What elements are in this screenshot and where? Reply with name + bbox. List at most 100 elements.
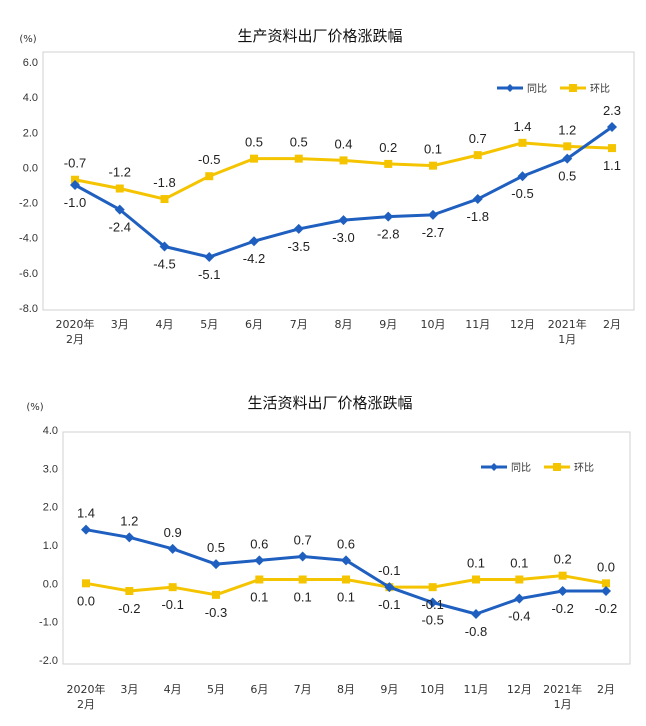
mom-data-label: 0.1	[337, 590, 355, 605]
mom-point	[384, 159, 393, 168]
x-tick-label: 10月	[420, 683, 445, 696]
mom-data-label: -0.2	[118, 601, 140, 616]
y-tick-label: 4.0	[23, 92, 38, 104]
x-tick-label: 1月	[558, 333, 576, 346]
yoy-data-label: -2.8	[377, 227, 399, 242]
y-tick-label: -4.0	[19, 233, 38, 245]
mom-data-label: -1.2	[109, 165, 131, 180]
mom-data-label: 0.2	[379, 140, 397, 155]
yoy-point	[81, 524, 91, 535]
mom-data-label: 0.1	[510, 556, 528, 571]
mom-data-label: 0.4	[334, 136, 352, 151]
mom-data-label: 0.1	[467, 556, 485, 571]
x-tick-label: 2021年	[543, 682, 582, 696]
yoy-point	[514, 593, 525, 604]
yoy-data-label: 1.2	[120, 513, 138, 528]
yoy-data-label: 0.6	[250, 536, 268, 551]
yoy-point	[293, 223, 304, 234]
mom-data-label: -1.8	[153, 175, 175, 190]
x-tick-label: 8月	[335, 318, 353, 331]
yoy-point	[471, 609, 481, 619]
x-tick-label: 3月	[120, 683, 138, 696]
y-tick-label: -2.0	[19, 198, 38, 210]
chart-title: 生产资料出厂价格涨跌幅	[237, 27, 402, 45]
mom-data-label: 0.2	[554, 552, 572, 567]
yoy-data-label: -2.7	[422, 225, 444, 240]
x-tick-label: 2月	[603, 318, 621, 331]
yoy-point	[211, 559, 221, 570]
mom-data-label: -0.1	[161, 597, 183, 612]
mom-point	[473, 151, 482, 160]
mom-point	[342, 575, 350, 584]
legend-marker-square	[553, 463, 561, 471]
mom-point	[125, 587, 134, 595]
chart-title: 生活资料出厂价格涨跌幅	[247, 394, 412, 412]
yoy-data-label: -5.1	[198, 267, 220, 282]
x-tick-label: 9月	[380, 683, 398, 696]
yoy-point	[297, 551, 308, 562]
y-tick-label: 2.0	[23, 127, 38, 139]
yoy-point	[517, 171, 528, 182]
mom-point	[429, 161, 437, 170]
mom-point	[518, 138, 527, 147]
yoy-data-label: -1.8	[467, 209, 489, 224]
plot-frame	[62, 431, 631, 665]
x-tick-label: 4月	[156, 318, 174, 331]
legend: 同比 环比	[497, 83, 610, 95]
mom-point	[71, 175, 79, 184]
yoy-point	[114, 204, 125, 215]
y-unit-label: (%)	[26, 402, 43, 413]
x-tick-label: 10月	[421, 318, 446, 331]
mom-point	[255, 575, 264, 584]
mom-point	[168, 583, 177, 592]
yoy-point	[341, 555, 351, 566]
x-tick-label: 2020年	[67, 682, 106, 696]
mom-data-label: 0.1	[424, 142, 442, 157]
legend-marker-diamond	[506, 84, 514, 92]
yoy-data-label: 0.9	[164, 525, 182, 540]
mom-point	[115, 184, 124, 193]
x-tick-label: 12月	[510, 318, 535, 331]
x-tick-label: 5月	[200, 318, 218, 331]
mom-data-label: -0.3	[205, 605, 227, 620]
yoy-data-label: -0.1	[378, 563, 400, 578]
mom-point	[160, 195, 169, 204]
legend-marker-diamond	[490, 463, 498, 471]
mom-point	[558, 571, 567, 580]
yoy-data-label: 1.4	[77, 506, 95, 521]
legend-label: 环比	[574, 462, 594, 474]
y-tick-label: -2.0	[39, 655, 58, 667]
yoy-point	[249, 236, 259, 247]
x-tick-label: 2月	[597, 683, 615, 696]
yoy-point	[124, 532, 135, 543]
mom-point	[205, 172, 214, 181]
x-tick-label: 3月	[111, 318, 129, 331]
legend-label: 同比	[511, 462, 531, 474]
yoy-data-label: -4.2	[243, 251, 265, 266]
x-tick-label: 12月	[507, 683, 532, 696]
mom-data-label: -0.1	[421, 597, 443, 612]
yoy-data-label: 0.7	[294, 533, 312, 548]
yoy-point	[557, 586, 568, 596]
y-tick-label: -8.0	[19, 303, 38, 315]
yoy-point	[70, 180, 80, 190]
chart-1: 生产资料出厂价格涨跌幅 (%) 6.0 4.0 2.0 0.0 -2.0 -4.0 -6.0 -8…	[19, 27, 635, 346]
yoy-point	[607, 122, 617, 133]
mom-point	[339, 156, 348, 165]
mom-data-label: 1.4	[513, 119, 531, 134]
y-tick-label: 4.0	[43, 425, 58, 437]
mom-data-label: 1.1	[603, 158, 621, 173]
yoy-point	[601, 586, 611, 596]
x-tick-label: 8月	[337, 683, 355, 696]
yoy-data-label: -3.5	[288, 239, 310, 254]
yoy-data-label: 2.3	[603, 103, 621, 118]
mom-point	[82, 579, 90, 588]
yoy-point	[428, 209, 438, 220]
yoy-data-label: 0.5	[207, 540, 225, 555]
yoy-data-label: -4.5	[153, 257, 175, 272]
yoy-data-label: 0.5	[558, 169, 576, 184]
mom-data-label: 0.1	[250, 590, 268, 605]
yoy-data-label: -0.2	[551, 601, 573, 616]
x-tick-label: 5月	[207, 683, 225, 696]
mom-point	[472, 575, 480, 584]
